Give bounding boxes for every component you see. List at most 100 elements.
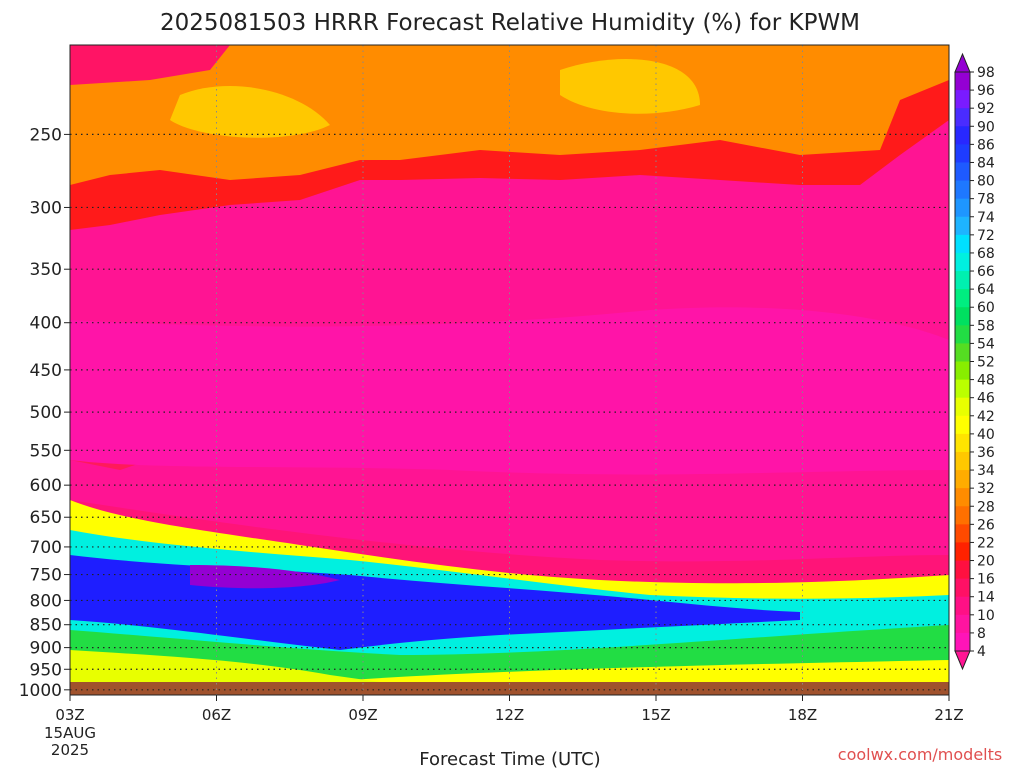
- colorbar-swatch: [955, 162, 970, 182]
- colorbar-label: 84: [977, 155, 995, 171]
- colorbar-min-arrow: [954, 650, 971, 671]
- colorbar-swatch: [955, 524, 970, 543]
- plot-area: [70, 45, 949, 695]
- colorbar-label: 22: [977, 535, 995, 551]
- colorbar-label: 92: [977, 101, 995, 117]
- upper-orange-layer: [70, 45, 949, 185]
- y-tick-label: 900: [30, 639, 62, 659]
- colorbar-swatch: [955, 596, 970, 616]
- green-low-layer: [70, 625, 949, 681]
- x-tick-label: 06Z: [202, 706, 231, 724]
- colorbar-label: 14: [977, 590, 995, 606]
- colorbar-label: 74: [977, 210, 995, 226]
- colorbar-swatch: [955, 433, 970, 453]
- colorbar-label: 72: [977, 228, 995, 244]
- colorbar-label: 42: [977, 409, 995, 425]
- colorbar-max-arrow: [954, 52, 971, 73]
- y-tick-label: 450: [30, 361, 62, 381]
- colorbar-swatch: [955, 72, 970, 91]
- colorbar-swatch: [955, 415, 970, 435]
- colorbar-swatch: [955, 325, 970, 344]
- colorbar-label: 36: [977, 445, 995, 461]
- y-tick-label: 250: [30, 125, 62, 145]
- colorbar-swatch: [955, 234, 970, 254]
- colorbar-label: 78: [977, 192, 995, 208]
- colorbar-swatch: [955, 451, 970, 471]
- colorbar: 9896929086848078747268666460585452484642…: [954, 52, 995, 671]
- y-tick-label: 750: [30, 566, 62, 586]
- colorbar-swatch: [955, 614, 970, 634]
- colorbar-swatch: [955, 307, 970, 326]
- y-axis-ticks: 250 300 350 400 450 500 550 600 650 700 750 800 850 9…: [19, 125, 70, 701]
- colorbar-label: 80: [977, 174, 995, 190]
- y-tick-label: 1000: [19, 681, 62, 701]
- colorbar-swatch: [955, 506, 970, 525]
- colorbar-swatch: [955, 216, 970, 236]
- y-tick-label: 600: [30, 476, 62, 496]
- colorbar-label: 48: [977, 373, 995, 389]
- colorbar-label: 98: [977, 65, 995, 81]
- y-tick-label: 350: [30, 260, 62, 280]
- x-axis-title: Forecast Time (UTC): [419, 749, 600, 768]
- y-tick-label: 850: [30, 616, 62, 636]
- colorbar-label: 66: [977, 264, 995, 280]
- colorbar-label: 32: [977, 481, 995, 497]
- colorbar-swatch: [955, 198, 970, 218]
- colorbar-swatch: [955, 379, 970, 399]
- y-tick-label: 800: [30, 591, 62, 611]
- colorbar-swatch: [955, 361, 970, 381]
- colorbar-label: 46: [977, 391, 995, 407]
- y-tick-label: 700: [30, 538, 62, 558]
- colorbar-label: 28: [977, 499, 995, 515]
- colorbar-label: 90: [977, 119, 995, 135]
- colorbar-label: 20: [977, 554, 995, 570]
- colorbar-label: 34: [977, 463, 995, 479]
- upper-yellow-patch: [170, 86, 330, 138]
- colorbar-swatch: [955, 289, 970, 308]
- mid-dry-core: [70, 307, 949, 475]
- colorbar-swatch: [955, 470, 970, 489]
- x-tick-label: 09Z: [348, 706, 377, 724]
- y-tick-label: 650: [30, 508, 62, 528]
- colorbar-label: 60: [977, 300, 995, 316]
- y-tick-label: 300: [30, 198, 62, 218]
- colorbar-swatch: [955, 252, 970, 272]
- x-tick-label: 18Z: [788, 706, 817, 724]
- colorbar-swatch: [955, 397, 970, 417]
- colorbar-label: 16: [977, 572, 995, 588]
- date-label-line-2: 2025: [51, 741, 89, 759]
- yellow-surface-layer: [70, 650, 380, 682]
- credit-text: coolwx.com/modelts: [838, 745, 1002, 764]
- x-tick-label: 12Z: [495, 706, 524, 724]
- x-tick-label: 03Z: [55, 706, 84, 724]
- colorbar-label: 26: [977, 517, 995, 533]
- colorbar-label: 58: [977, 318, 995, 334]
- colorbar-label: 86: [977, 137, 995, 153]
- colorbar-swatch: [955, 108, 970, 127]
- chart-title: 2025081503 HRRR Forecast Relative Humidi…: [160, 10, 860, 36]
- colorbar-swatch: [955, 90, 970, 109]
- colorbar-label: 64: [977, 282, 995, 298]
- upper-pink-strip: [70, 45, 230, 85]
- colorbar-label: 52: [977, 355, 995, 371]
- colorbar-label: 96: [977, 83, 995, 99]
- colorbar-swatch: [955, 343, 970, 362]
- colorbar-swatch: [955, 578, 970, 598]
- colorbar-swatch: [955, 126, 970, 145]
- colorbar-swatch: [955, 180, 970, 200]
- colorbar-swatch: [955, 271, 970, 290]
- x-axis-ticks: 03Z 06Z 09Z 12Z 15Z 18Z 21Z: [55, 695, 964, 724]
- colorbar-swatch: [955, 560, 970, 580]
- colorbar-swatch: [955, 488, 970, 507]
- colorbar-label: 4: [977, 644, 986, 660]
- y-tick-label: 550: [30, 441, 62, 461]
- x-tick-label: 15Z: [641, 706, 670, 724]
- colorbar-label: 54: [977, 336, 995, 352]
- colorbar-label: 8: [977, 626, 986, 642]
- y-tick-label: 950: [30, 660, 62, 680]
- saturated-core: [190, 565, 340, 589]
- colorbar-swatch: [955, 632, 970, 652]
- upper-yellow-patch-2: [560, 59, 700, 114]
- colorbar-label: 10: [977, 608, 995, 624]
- y-tick-label: 400: [30, 314, 62, 334]
